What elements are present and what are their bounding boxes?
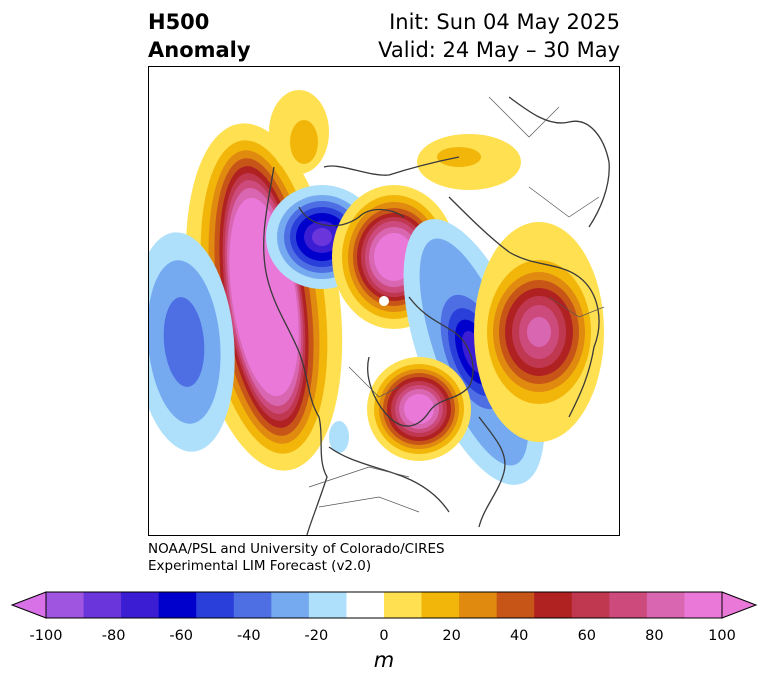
colorbar-swatch	[421, 592, 460, 618]
colorbar-swatch	[609, 592, 648, 618]
colorbar-swatch	[684, 592, 723, 618]
credit-line-1: NOAA/PSL and University of Colorado/CIRE…	[148, 541, 445, 557]
colorbar-swatch	[534, 592, 573, 618]
colorbar-swatch	[158, 592, 197, 618]
colorbar-tick-label: 100	[708, 628, 736, 644]
colorbar-tick-label: 20	[442, 628, 461, 644]
colorbar-swatch	[46, 592, 85, 618]
colorbar-over-arrow	[721, 591, 758, 619]
colorbar-under-arrow	[10, 591, 47, 619]
credit-line-2: Experimental LIM Forecast (v2.0)	[148, 558, 372, 574]
anomaly-map	[149, 90, 610, 535]
title-line-1: H500	[148, 10, 210, 34]
northern-europe-positive	[474, 222, 604, 442]
colorbar-tick-label: -20	[304, 628, 329, 644]
siberia-yellow	[417, 134, 521, 190]
colorbar-tick-label: -40	[236, 628, 261, 644]
great-lakes-positive	[367, 357, 471, 461]
colorbar-ticks: -100 -80 -60 -40 -20 0 20 40 60 80 100	[0, 626, 768, 646]
colorbar-border	[45, 591, 723, 619]
colorbar-swatch	[646, 592, 685, 618]
colorbar-swatch	[346, 592, 385, 618]
map-title: H500 Anomaly	[148, 8, 251, 64]
north-pole-marker	[379, 296, 389, 306]
credit-text: NOAA/PSL and University of Colorado/CIRE…	[148, 541, 445, 575]
arctic-yellow-top	[269, 90, 329, 174]
colorbar	[10, 591, 758, 619]
colorbar-unit: m	[373, 648, 395, 672]
political-borders	[308, 96, 605, 513]
colorbar-swatch	[496, 592, 535, 618]
colorbar-tick-label: -80	[101, 628, 126, 644]
colorbar-tick-label: 80	[645, 628, 664, 644]
colorbar-swatch	[384, 592, 423, 618]
southwest-negative	[329, 421, 349, 453]
colorbar-swatch	[121, 592, 160, 618]
forecast-dates: Init: Sun 04 May 2025 Valid: 24 May – 30…	[378, 8, 620, 64]
colorbar-swatch	[196, 592, 235, 618]
colorbar-swatch	[459, 592, 498, 618]
northeast-pacific-negative	[149, 232, 235, 452]
colorbar-tick-label: 40	[509, 628, 529, 644]
init-date: Init: Sun 04 May 2025	[389, 10, 620, 34]
valid-range: Valid: 24 May – 30 May	[378, 38, 620, 62]
coastlines	[263, 96, 610, 535]
colorbar-swatch	[233, 592, 272, 618]
colorbar-tick-label: -60	[169, 628, 194, 644]
colorbar-swatch	[271, 592, 310, 618]
colorbar-swatch	[571, 592, 610, 618]
title-line-2: Anomaly	[148, 38, 251, 62]
colorbar-swatch	[83, 592, 122, 618]
colorbar-swatch	[308, 592, 347, 618]
colorbar-tick-label: 60	[577, 628, 597, 644]
colorbar-tick-label: 0	[379, 628, 389, 644]
colorbar-tick-label: -100	[29, 628, 63, 644]
map-panel	[148, 66, 620, 536]
